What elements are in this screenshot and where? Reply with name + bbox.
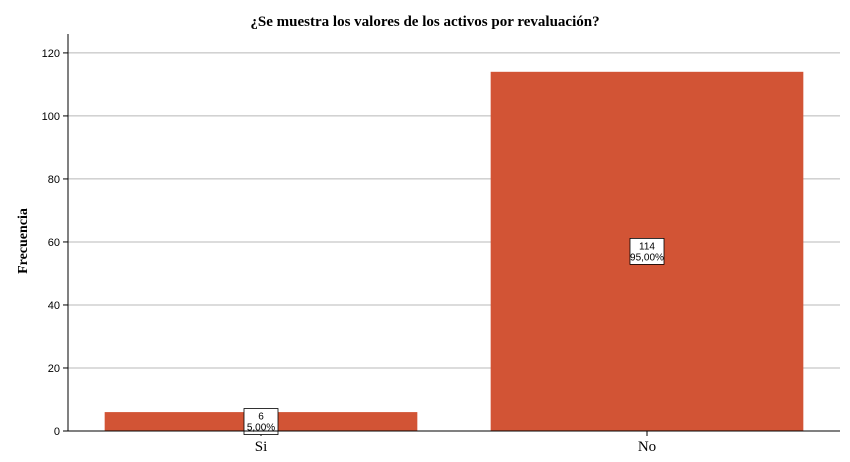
y-tick-label: 20: [48, 363, 60, 375]
bars: [104, 71, 804, 432]
data-label-percent: 95,00%: [630, 252, 664, 263]
y-tick-label: 80: [48, 174, 60, 186]
data-label-percent: 5,00%: [247, 423, 275, 434]
y-axis-label: Frecuencia: [16, 208, 31, 274]
x-tick-label: No: [638, 439, 656, 455]
data-label-box: [629, 238, 665, 265]
y-tick-label: 100: [42, 111, 60, 123]
y-tick-label: 60: [48, 237, 60, 249]
data-label-box: [243, 408, 279, 435]
y-axis-ticks: 0 20 40 60 80 100 120: [42, 48, 68, 438]
x-axis-ticks: Si No: [255, 431, 656, 455]
y-tick-label: 120: [42, 48, 60, 60]
x-tick-label: Si: [255, 439, 268, 455]
data-label-count: 6: [258, 412, 264, 423]
chart-title: ¿Se muestra los valores de los activos p…: [250, 14, 599, 30]
y-tick-label: 0: [54, 426, 60, 438]
y-tick-label: 40: [48, 300, 60, 312]
data-label-count: 114: [639, 241, 655, 252]
